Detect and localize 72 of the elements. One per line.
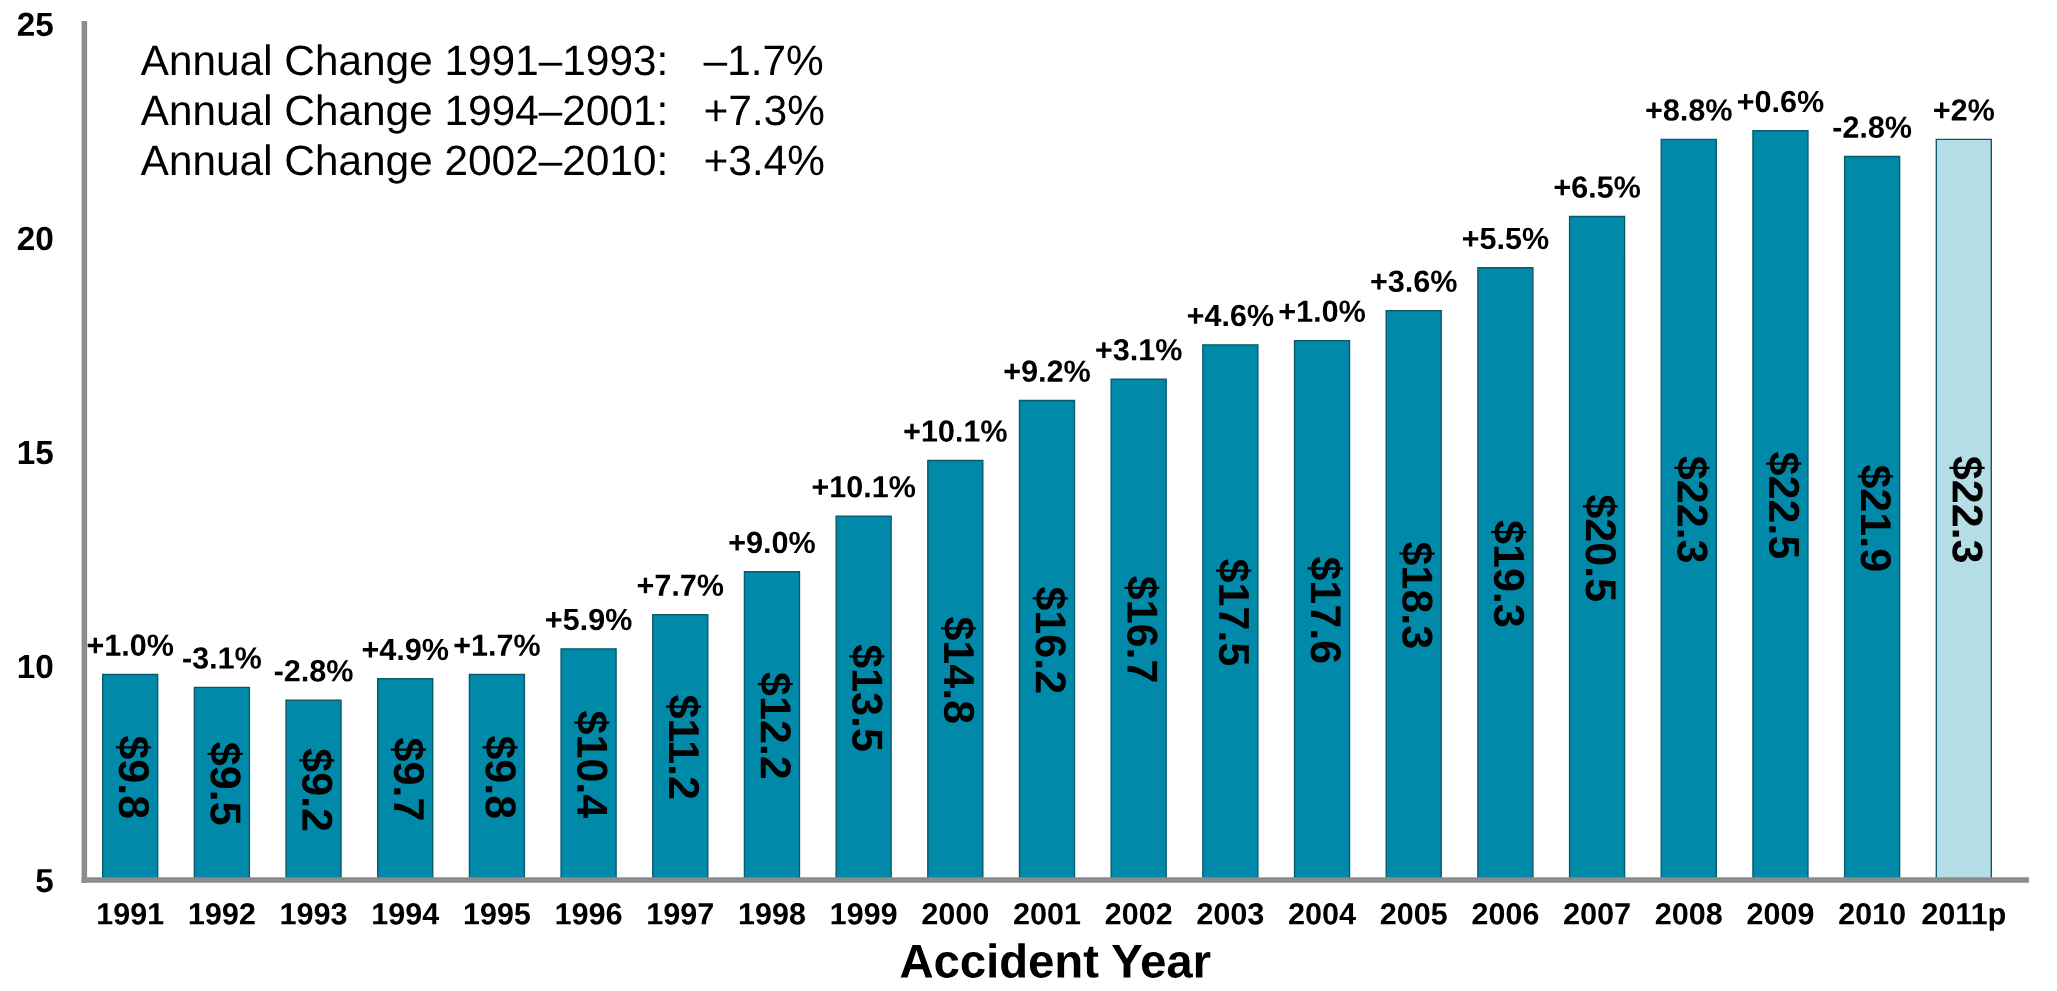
annotation: +6.5% xyxy=(1554,176,1641,198)
y-tick-label: 5 xyxy=(36,869,53,893)
annotation: +4.6% xyxy=(1187,304,1274,327)
data-label: $19.3 xyxy=(1491,520,1527,627)
data-label: $11.2 xyxy=(665,695,702,799)
data-label: $13.5 xyxy=(849,644,885,751)
annotation: +10.1% xyxy=(904,420,1007,442)
annotation: Annual Change 1991–1993: –1.7% xyxy=(140,44,823,84)
annotation: +5.5% xyxy=(1462,227,1549,250)
x-tick-label: 1995 xyxy=(464,903,531,925)
y-tick-label: 10 xyxy=(18,654,53,679)
x-tick-label: 1994 xyxy=(373,903,440,925)
data-label: $10.4 xyxy=(574,711,610,819)
annotation: -2.8% xyxy=(1833,116,1912,138)
data-label: $17.6 xyxy=(1307,557,1343,663)
data-label: $14.8 xyxy=(940,616,977,723)
y-tick-label: 20 xyxy=(17,226,53,251)
x-tick-label: 1998 xyxy=(739,903,805,925)
annotation: +5.9% xyxy=(546,608,632,631)
x-tick-label: 2001 xyxy=(1014,903,1081,925)
x-axis-title: Accident Year xyxy=(900,943,1211,978)
x-tick-label: 1992 xyxy=(189,903,255,925)
data-label: $22.3 xyxy=(1949,456,1985,563)
annotation: Annual Change 2002–2010: +3.4% xyxy=(140,144,824,184)
annotation: Annual Change 1994–2001: +7.3% xyxy=(140,94,824,134)
data-label: $22.3 xyxy=(1674,456,1710,563)
x-tick-label: 1996 xyxy=(556,903,622,925)
data-label: $9.7 xyxy=(390,738,427,820)
x-tick-label: 2008 xyxy=(1655,903,1722,925)
data-label: $9.2 xyxy=(299,748,335,831)
data-label: $9.8 xyxy=(115,735,151,818)
x-tick-label: 2007 xyxy=(1564,903,1630,925)
data-label: $22.5 xyxy=(1766,452,1802,559)
x-tick-label: 2004 xyxy=(1289,903,1356,925)
x-tick-label: 2000 xyxy=(922,903,989,925)
x-tick-label: 2002 xyxy=(1105,903,1172,925)
data-label: $17.5 xyxy=(1216,559,1252,666)
y-tick-label: 25 xyxy=(17,12,53,37)
x-tick-label: 2006 xyxy=(1472,903,1539,925)
x-tick-label: 1991 xyxy=(98,903,164,925)
x-tick-label: 2009 xyxy=(1747,903,1814,925)
annotation: +1.0% xyxy=(1279,300,1365,323)
annotation: +8.8% xyxy=(1646,99,1732,121)
x-tick-label: 1993 xyxy=(281,903,347,925)
data-label: $9.5 xyxy=(207,742,243,825)
x-tick-label: 1997 xyxy=(648,903,713,925)
annotation: +2% xyxy=(1934,99,1994,121)
annotation: +4.9% xyxy=(362,638,449,661)
annotation: +3.6% xyxy=(1371,270,1457,293)
data-label: $21.9 xyxy=(1857,464,1893,571)
annotation: +1.7% xyxy=(454,634,540,656)
annotation: +7.7% xyxy=(637,574,724,596)
data-label: $20.5 xyxy=(1582,494,1618,601)
data-label: $18.3 xyxy=(1399,542,1435,648)
data-label: $16.7 xyxy=(1124,576,1160,682)
annotation: +9.2% xyxy=(1004,360,1090,382)
annotation: +10.1% xyxy=(812,475,916,498)
annotation: +0.6% xyxy=(1737,90,1824,113)
data-label: $9.8 xyxy=(482,735,518,818)
annotation: +9.0% xyxy=(729,531,815,554)
annotation: +3.1% xyxy=(1096,338,1182,361)
x-tick-label: 2010 xyxy=(1839,903,1905,925)
y-tick-label: 15 xyxy=(18,441,53,465)
x-tick-label: 1999 xyxy=(831,903,897,925)
x-tick-label: 2011p xyxy=(1922,903,2006,931)
data-label: $16.2 xyxy=(1032,586,1068,693)
x-tick-label: 2003 xyxy=(1197,903,1264,925)
x-tick-label: 2005 xyxy=(1380,903,1447,925)
annotation: -2.8% xyxy=(274,660,353,682)
annotation: -3.1% xyxy=(183,647,261,669)
annotation: +1.0% xyxy=(87,634,174,656)
data-label: $12.2 xyxy=(757,672,793,779)
